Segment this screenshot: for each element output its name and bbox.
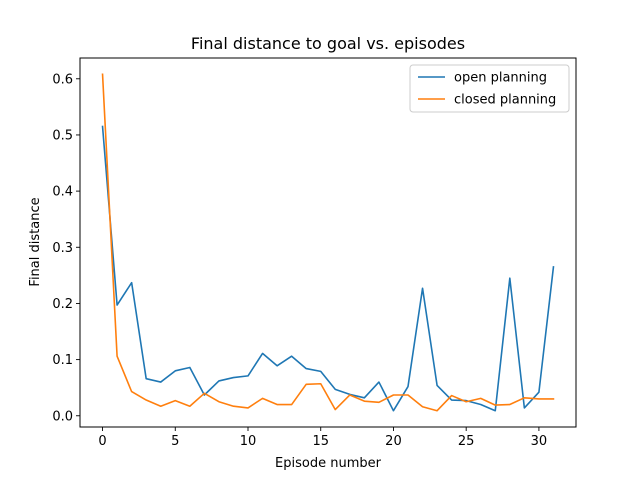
legend-box — [409, 64, 570, 113]
legend-label: closed planning — [454, 93, 556, 108]
plot-area: 0 5 10 15 20 25 30 0.0 0.1 0.2 0.3 0.4 0.5 0.6 — [52, 57, 577, 449]
y-tick-label: 0.5 — [52, 128, 73, 143]
x-tick-label: 15 — [312, 434, 329, 449]
x-tick-label: 20 — [385, 434, 402, 449]
y-tick-label: 0.0 — [52, 409, 73, 424]
chart-title: Final distance to goal vs. episodes — [191, 34, 465, 53]
x-tick-label: 0 — [98, 434, 106, 449]
legend-label: open planning — [454, 71, 547, 86]
y-tick-label: 0.4 — [52, 185, 73, 200]
series-line-open-planning — [101, 125, 555, 412]
x-tick-label: 30 — [531, 434, 548, 449]
y-tick-label: 0.1 — [52, 353, 73, 368]
x-tick-label: 10 — [240, 434, 257, 449]
series-line-closed-planning — [101, 73, 555, 412]
y-tick-label: 0.3 — [52, 241, 73, 256]
legend: open planning closed planning — [409, 64, 570, 113]
x-axis-title: Episode number — [275, 456, 382, 471]
y-tick-label: 0.2 — [52, 297, 73, 312]
x-tick-label: 5 — [171, 434, 179, 449]
x-tick-label: 25 — [458, 434, 475, 449]
y-tick-label: 0.6 — [52, 72, 73, 87]
y-axis-title: Final distance — [28, 197, 43, 286]
axes-frame — [79, 57, 577, 428]
